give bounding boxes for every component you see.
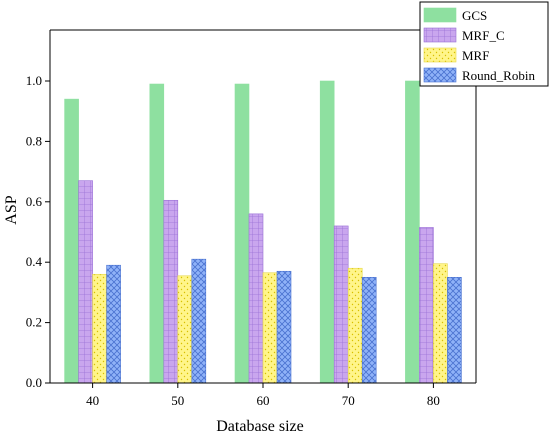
x-axis-title: Database size [216, 418, 304, 435]
bar-gcs-50 [149, 83, 165, 384]
y-tick-label: 0.2 [26, 315, 42, 330]
bar-mrf-c-60 [248, 213, 264, 384]
bar-gcs-60 [234, 83, 250, 384]
y-tick-label: 0.0 [26, 375, 42, 390]
y-axis-title: ASP [3, 195, 20, 224]
bar-mrf-60 [262, 272, 278, 384]
bar-gcs-70 [319, 80, 335, 384]
legend-swatch-mrf [423, 47, 457, 63]
x-tick-label: 50 [171, 393, 184, 408]
legend-swatch-round-robin [423, 67, 457, 83]
ticks-layer: 40 50 60 70 80 0.0 0.2 0.4 0.6 0.8 1.0 [26, 73, 440, 408]
bar-mrf-50 [177, 275, 193, 384]
bar-round-robin-50 [191, 258, 207, 384]
legend-swatch-gcs [423, 7, 457, 23]
y-tick-label: 0.8 [26, 133, 42, 148]
bar-mrf-70 [347, 267, 363, 384]
y-tick-label: 0.4 [26, 254, 43, 269]
x-tick-label: 40 [86, 393, 99, 408]
legend-label: MRF [462, 48, 489, 63]
legend-swatch-mrf-c [423, 27, 457, 43]
bar-gcs-80 [405, 80, 420, 384]
bar-mrf-c-40 [78, 180, 93, 384]
bar-mrf-40 [92, 273, 107, 384]
bar-mrf-c-70 [333, 225, 349, 384]
bar-round-robin-70 [361, 276, 377, 384]
bar-mrf-c-50 [163, 199, 179, 384]
legend-label: Round_Robin [462, 68, 535, 83]
y-tick-label: 0.6 [26, 194, 43, 209]
x-tick-label: 80 [427, 393, 440, 408]
legend: GCS MRF_C MRF Round_Robin [419, 1, 549, 87]
y-tick-label: 1.0 [26, 73, 42, 88]
bars-layer [64, 80, 462, 384]
bar-round-robin-60 [276, 270, 292, 384]
bar-round-robin-80 [447, 276, 462, 384]
legend-label: MRF_C [462, 28, 505, 43]
x-tick-label: 60 [257, 393, 270, 408]
bar-gcs-40 [64, 98, 79, 384]
x-tick-label: 70 [342, 393, 355, 408]
bar-round-robin-40 [106, 264, 121, 384]
bar-mrf-80 [433, 263, 448, 384]
bar-mrf-c-80 [419, 227, 434, 384]
legend-label: GCS [462, 8, 487, 23]
